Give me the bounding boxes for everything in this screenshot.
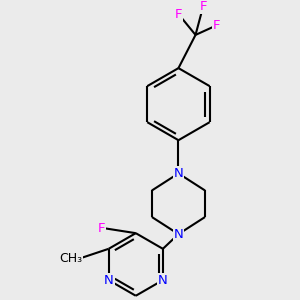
Text: F: F xyxy=(98,222,105,235)
Text: F: F xyxy=(175,8,182,20)
Text: CH₃: CH₃ xyxy=(59,252,82,265)
Text: F: F xyxy=(200,0,207,13)
Text: N: N xyxy=(104,274,113,286)
Text: N: N xyxy=(174,228,183,241)
Text: N: N xyxy=(158,274,168,286)
Text: F: F xyxy=(213,19,220,32)
Text: N: N xyxy=(174,167,183,180)
